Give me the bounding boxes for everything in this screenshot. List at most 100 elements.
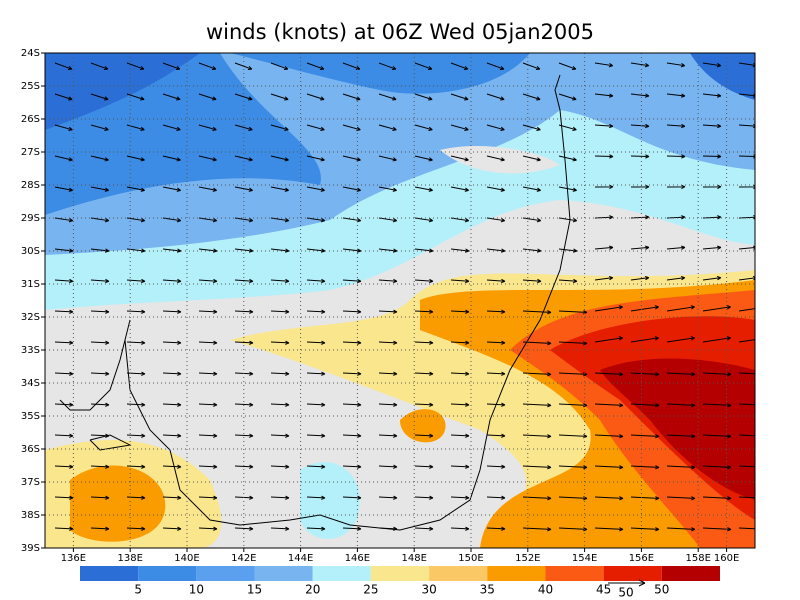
wind-arrow	[666, 527, 696, 532]
wind-arrow	[270, 93, 289, 101]
longitude-label: 150E	[458, 553, 483, 564]
latitude-label: 39S	[21, 543, 40, 554]
wind-arrow	[126, 526, 146, 531]
wind-arrow	[90, 124, 109, 131]
wind-arrow	[666, 123, 686, 129]
wind-arrow	[594, 62, 614, 68]
wind-arrow	[162, 340, 182, 345]
latitude-label: 37S	[21, 477, 40, 488]
wind-arrow	[450, 402, 470, 407]
wind-arrow	[702, 434, 732, 439]
legend-label: 50	[654, 583, 669, 597]
wind-arrow	[54, 340, 74, 345]
wind-arrow	[522, 434, 552, 439]
wind-arrow	[522, 341, 552, 346]
wind-arrow	[486, 124, 505, 131]
wind-arrow	[486, 278, 506, 284]
wind-arrow	[234, 402, 254, 407]
wind-arrow	[306, 309, 326, 314]
wind-arrow	[126, 278, 146, 284]
wind-arrow	[270, 124, 289, 131]
wind-arrow	[414, 62, 433, 71]
wind-arrow	[198, 371, 218, 376]
wind-arrow	[234, 124, 253, 131]
wind-arrow	[630, 465, 660, 470]
wind-arrow	[702, 93, 722, 98]
wind-arrow	[630, 154, 650, 159]
wind-arrow	[450, 495, 470, 500]
wind-arrow	[558, 62, 577, 71]
wind-arrow	[738, 496, 755, 499]
wind-arrow	[414, 186, 433, 192]
wind-arrow	[270, 464, 290, 469]
wind-arrow	[486, 433, 506, 438]
wind-arrow	[90, 186, 109, 192]
wind-arrow	[90, 309, 110, 314]
wind-arrow	[702, 496, 732, 501]
wind-arrow	[198, 124, 217, 131]
wind-arrow	[522, 465, 552, 470]
wind-arrow	[558, 93, 577, 101]
wind-arrow	[414, 495, 434, 500]
wind-arrow	[414, 309, 434, 314]
wind-arrow	[450, 278, 470, 284]
wind-arrow	[126, 93, 145, 101]
wind-arrow	[738, 339, 755, 343]
wind-arrow	[558, 496, 588, 501]
wind-arrow	[558, 372, 588, 377]
wind-arrow	[630, 403, 660, 408]
latitude-label: 36S	[21, 444, 40, 455]
wind-arrow	[630, 275, 650, 281]
wind-arrow	[738, 123, 755, 129]
wind-arrow	[594, 305, 623, 312]
wind-arrow	[162, 464, 182, 469]
wind-arrow	[126, 186, 145, 192]
wind-arrow	[558, 465, 588, 470]
wind-arrow	[522, 278, 542, 284]
wind-arrow	[450, 62, 469, 71]
legend-label: 20	[305, 583, 320, 597]
grid-lines	[45, 53, 755, 548]
wind-arrow	[666, 465, 696, 470]
wind-arrow	[738, 93, 755, 98]
wind-arrow	[162, 526, 182, 531]
wind-arrow	[522, 527, 552, 532]
latitude-label: 25S	[21, 81, 40, 92]
wind-arrow	[594, 245, 614, 250]
wind-arrow	[414, 464, 434, 469]
wind-arrow	[414, 93, 433, 101]
legend-swatch	[80, 566, 139, 581]
wind-arrow	[558, 278, 578, 284]
wind-arrow	[90, 433, 110, 438]
longitude-label: 142E	[231, 553, 256, 564]
wind-arrow	[486, 402, 506, 407]
wind-arrow	[702, 372, 732, 377]
wind-arrow	[486, 340, 506, 345]
wind-arrow	[522, 62, 541, 71]
longitude-label: 158E	[685, 553, 710, 564]
wind-arrow	[54, 371, 74, 376]
legend-label: 40	[538, 583, 553, 597]
longitude-label: 140E	[174, 553, 199, 564]
wind-arrow	[594, 403, 624, 408]
legend-swatch	[429, 566, 488, 581]
wind-arrow	[234, 526, 254, 531]
wind-arrow	[738, 465, 755, 468]
wind-arrow	[54, 93, 73, 101]
reference-arrow-head	[638, 579, 646, 587]
wind-arrow	[198, 186, 217, 192]
wind-arrow	[378, 309, 398, 314]
wind-arrow	[414, 433, 434, 438]
wind-arrow	[666, 275, 686, 281]
wind-arrow	[558, 186, 577, 192]
wind-arrow	[594, 336, 623, 343]
wind-arrow	[738, 403, 755, 406]
wind-arrow	[162, 309, 182, 314]
wind-arrow	[90, 62, 109, 71]
wind-arrow	[234, 186, 253, 192]
wind-arrow	[450, 526, 470, 531]
wind-arrow	[522, 155, 541, 162]
wind-arrow	[414, 402, 434, 407]
legend-swatch	[138, 566, 197, 581]
longitude-label: 148E	[401, 553, 426, 564]
